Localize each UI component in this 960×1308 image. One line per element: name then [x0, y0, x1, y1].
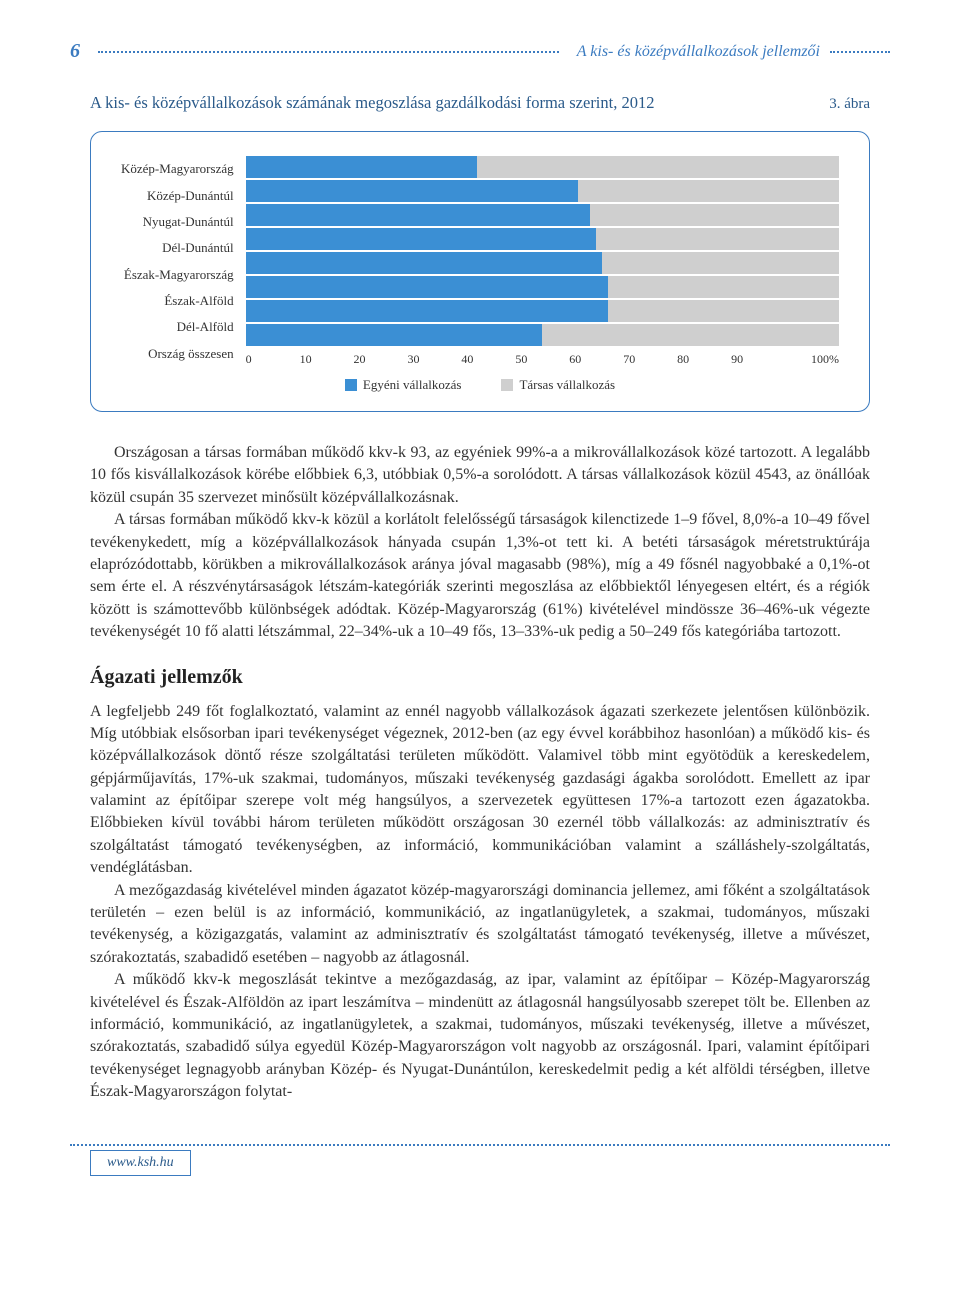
chart-bar-row — [246, 324, 839, 346]
chart-bar-row — [246, 228, 839, 250]
chart-y-label: Ország összesen — [121, 343, 234, 365]
chart-x-tick: 90 — [731, 352, 785, 367]
chart-bar-row — [246, 156, 839, 178]
legend-swatch-1 — [345, 379, 357, 391]
paragraph-4: A mezőgazdaság kivételével minden ágazat… — [90, 880, 870, 970]
chart-bar-row — [246, 204, 839, 226]
page-header: 6 A kis- és középvállalkozások jellemzői — [70, 40, 890, 63]
legend-swatch-2 — [501, 379, 513, 391]
chart-bar-segment — [246, 156, 477, 178]
chart-y-label: Dél-Dunántúl — [121, 237, 234, 259]
chart-x-tick: 40 — [461, 352, 515, 367]
chart-bar-segment — [246, 324, 543, 346]
chart-bar-segment — [246, 204, 590, 226]
chart-y-label: Közép-Dunántúl — [121, 185, 234, 207]
figure-label: 3. ábra — [829, 96, 870, 113]
chart-bar-segment — [246, 252, 602, 274]
chart-y-label: Dél-Alföld — [121, 316, 234, 338]
legend-item-1: Egyéni vállalkozás — [345, 377, 462, 393]
chart-x-tick: 80 — [677, 352, 731, 367]
chart-legend: Egyéni vállalkozás Társas vállalkozás — [121, 377, 839, 393]
chart-bar-row — [246, 180, 839, 202]
chart-bar-segment — [246, 228, 596, 250]
chart-y-label: Észak-Magyarország — [121, 264, 234, 286]
legend-label-1: Egyéni vállalkozás — [363, 377, 462, 393]
body-text-2: A legfeljebb 249 főt foglalkoztató, vala… — [90, 701, 870, 1104]
header-title: A kis- és középvállalkozások jellemzői — [577, 43, 820, 61]
chart-y-label: Közép-Magyarország — [121, 158, 234, 180]
chart-bar-segment — [246, 300, 608, 322]
paragraph-1: Országosan a társas formában működő kkv-… — [90, 442, 870, 509]
chart-bars: 0102030405060708090100% — [246, 156, 839, 367]
chart-x-tick: 100% — [785, 352, 839, 367]
chart-x-tick: 50 — [515, 352, 569, 367]
footer-link[interactable]: www.ksh.hu — [90, 1150, 191, 1176]
page-footer: www.ksh.hu — [70, 1144, 890, 1174]
paragraph-3: A legfeljebb 249 főt foglalkoztató, vala… — [90, 701, 870, 880]
chart-bar-segment — [246, 180, 578, 202]
chart-x-tick: 30 — [407, 352, 461, 367]
paragraph-2: A társas formában működő kkv-k közül a k… — [90, 509, 870, 643]
chart-x-tick: 70 — [623, 352, 677, 367]
chart-bar-row — [246, 252, 839, 274]
chart-x-tick: 0 — [246, 352, 300, 367]
legend-item-2: Társas vállalkozás — [501, 377, 615, 393]
chart-bar-segment — [246, 276, 608, 298]
chart-x-tick: 60 — [569, 352, 623, 367]
chart-x-tick: 20 — [354, 352, 408, 367]
section-heading: Ágazati jellemzők — [90, 666, 870, 689]
chart-x-axis: 0102030405060708090100% — [246, 352, 839, 367]
page-number: 6 — [70, 40, 80, 63]
header-rule-right — [830, 51, 890, 53]
legend-label-2: Társas vállalkozás — [519, 377, 615, 393]
chart-bar-row — [246, 276, 839, 298]
header-rule — [98, 51, 559, 53]
chart-y-labels: Közép-Magyarország Közép-Dunántúl Nyugat-D… — [121, 156, 246, 367]
paragraph-5: A működő kkv-k megoszlását tekintve a me… — [90, 969, 870, 1103]
chart-y-label: Nyugat-Dunántúl — [121, 211, 234, 233]
body-text: Országosan a társas formában működő kkv-… — [90, 442, 870, 644]
chart-container: Közép-Magyarország Közép-Dunántúl Nyugat-D… — [90, 131, 870, 412]
chart-title-row: A kis- és középvállalkozások számának me… — [90, 93, 870, 113]
chart-x-tick: 10 — [300, 352, 354, 367]
chart-bar-row — [246, 300, 839, 322]
chart-title: A kis- és középvállalkozások számának me… — [90, 93, 654, 113]
chart-y-label: Észak-Alföld — [121, 290, 234, 312]
